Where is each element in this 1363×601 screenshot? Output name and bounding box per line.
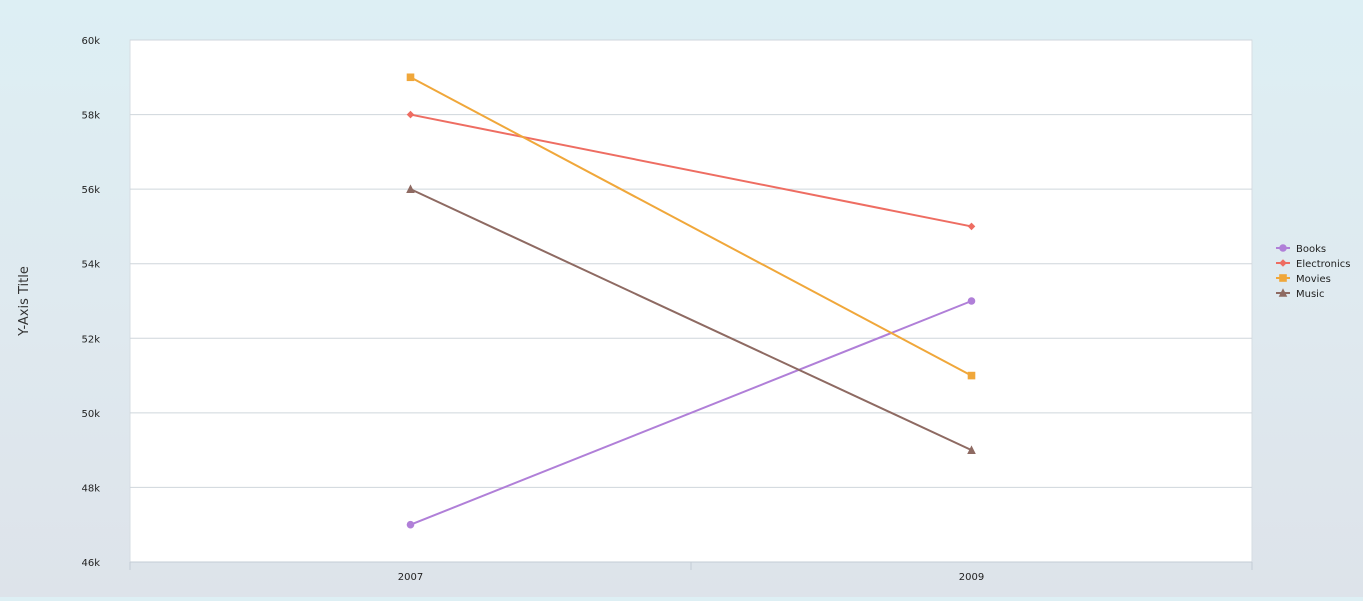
- series-line-movies: [410, 76, 972, 377]
- legend-label: Electronics: [1296, 259, 1351, 270]
- legend-label: Books: [1296, 244, 1326, 255]
- legend-marker: [1279, 244, 1287, 252]
- legend-marker: [1279, 259, 1287, 267]
- y-tick-label: 56k: [81, 185, 100, 196]
- series-markers: [406, 73, 976, 529]
- series-line-electronics: [410, 113, 972, 228]
- legend-label: Music: [1296, 289, 1324, 300]
- y-tick-label: 46k: [81, 558, 100, 569]
- legend-item-books: Books: [1276, 244, 1326, 255]
- data-point-electronics: [406, 110, 415, 119]
- data-point-electronics: [967, 222, 976, 231]
- legend-item-movies: Movies: [1276, 274, 1331, 285]
- y-tick-label: 58k: [81, 111, 100, 122]
- data-point-books: [406, 520, 415, 529]
- y-tick-label: 48k: [81, 483, 100, 494]
- legend-marker: [1278, 288, 1288, 297]
- y-tick-label: 52k: [81, 334, 100, 345]
- y-tick-label: 54k: [81, 260, 100, 271]
- y-axis-title: Y-Axis Title: [17, 266, 32, 337]
- data-point-music: [406, 184, 415, 193]
- x-tick-label: 2007: [398, 572, 423, 583]
- data-point-movies: [406, 73, 415, 82]
- data-point-books: [967, 297, 976, 305]
- data-point-movies: [967, 371, 976, 380]
- series-line-music: [410, 188, 972, 452]
- plot-area: [129, 39, 1253, 563]
- data-point-music: [967, 445, 976, 454]
- axes: 46k 48k 50k 52k 54k 56k 58k 60k 2007 2009: [81, 36, 1253, 583]
- legend-label: Movies: [1296, 274, 1331, 285]
- legend-item-electronics: Electronics: [1276, 259, 1351, 270]
- series-lines: [410, 76, 972, 526]
- y-tick-label: 50k: [81, 409, 100, 420]
- x-tick-label: 2009: [959, 572, 984, 583]
- series-line-books: [410, 300, 972, 526]
- legend-marker: [1279, 274, 1287, 282]
- y-tick-label: 60k: [81, 36, 100, 47]
- legend-item-music: Music: [1276, 288, 1324, 300]
- legend: Books Electronics Movies Music: [1276, 244, 1351, 300]
